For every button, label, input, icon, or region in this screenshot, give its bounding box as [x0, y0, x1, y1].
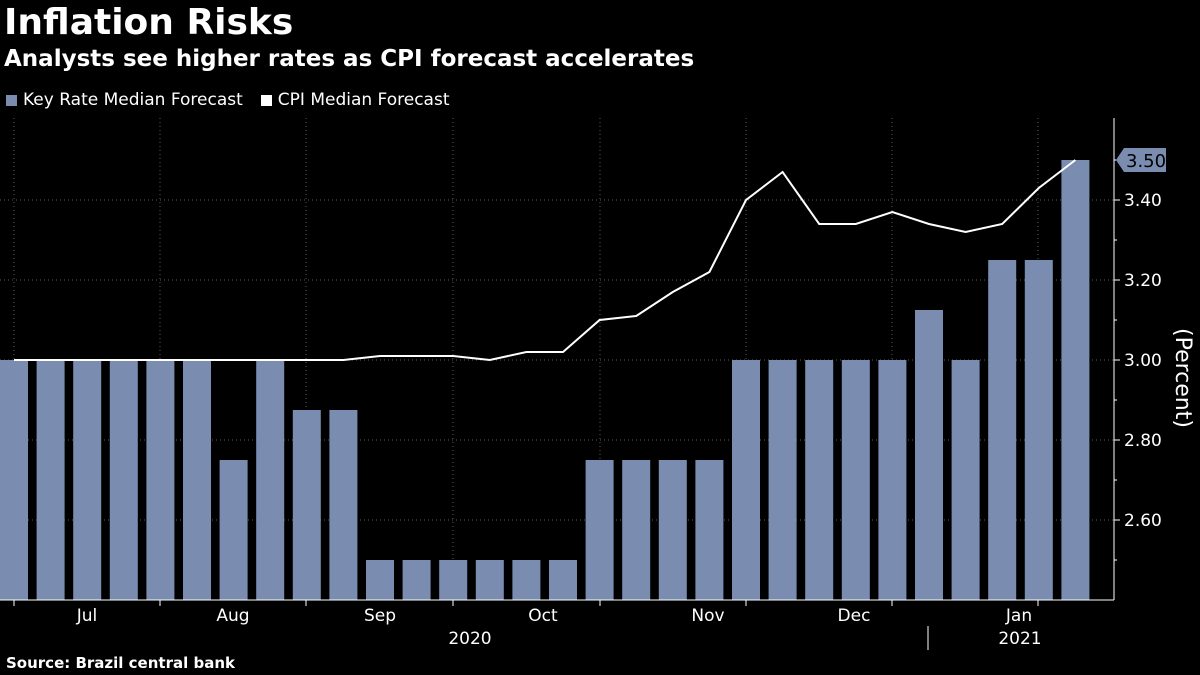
- y-tick-label: 3.00: [1124, 351, 1162, 371]
- legend: Key Rate Median Forecast CPI Median Fore…: [6, 90, 450, 110]
- x-tick-label: Oct: [528, 606, 558, 626]
- bar: [329, 410, 358, 600]
- x-tick-label: Nov: [691, 606, 724, 626]
- legend-item-cpi: CPI Median Forecast: [260, 90, 450, 110]
- bar: [183, 360, 211, 600]
- y-tick-label: 3.20: [1124, 271, 1162, 291]
- chart-title: Inflation Risks: [4, 2, 294, 43]
- bar: [402, 560, 431, 600]
- bar: [475, 560, 504, 600]
- bar: [0, 360, 28, 600]
- bar: [585, 460, 614, 600]
- y-tick-label: 2.80: [1124, 431, 1162, 451]
- bar: [622, 460, 651, 600]
- bar: [549, 560, 577, 600]
- year-label-2021: 2021: [998, 629, 1041, 649]
- chart-subtitle: Analysts see higher rates as CPI forecas…: [4, 46, 695, 72]
- bar: [878, 360, 907, 600]
- x-tick-label: Sep: [364, 606, 396, 626]
- bar: [219, 460, 248, 600]
- bar: [109, 360, 138, 600]
- bar: [73, 360, 102, 600]
- bar: [915, 310, 943, 600]
- bar: [732, 360, 760, 600]
- bar: [805, 360, 834, 600]
- x-tick-label: Dec: [838, 606, 871, 626]
- legend-item-key-rate: Key Rate Median Forecast: [6, 90, 243, 110]
- cpi-line: [14, 159, 1077, 362]
- bar: [512, 560, 541, 600]
- bar: [256, 360, 285, 600]
- bar: [366, 560, 394, 600]
- legend-label-key-rate: Key Rate Median Forecast: [23, 90, 243, 110]
- bar: [1061, 160, 1090, 600]
- legend-swatch-cpi: [260, 94, 272, 106]
- legend-swatch-key-rate: [6, 94, 17, 106]
- bar: [36, 360, 65, 600]
- bar: [146, 360, 175, 600]
- year-label-2020: 2020: [448, 629, 491, 649]
- bar: [292, 410, 321, 600]
- x-tick-label: Aug: [216, 606, 249, 626]
- bar: [841, 360, 870, 600]
- bar: [768, 360, 797, 600]
- bar: [695, 460, 724, 600]
- bar: [1024, 260, 1053, 600]
- source-note: Source: Brazil central bank: [6, 654, 235, 672]
- y-tick-label: 3.40: [1124, 191, 1162, 211]
- x-tick-label: Jan: [1005, 606, 1032, 626]
- bar: [658, 460, 687, 600]
- bar: [988, 260, 1017, 600]
- bar: [951, 360, 980, 600]
- last-value-badge: [1116, 148, 1166, 172]
- last-value-label: 3.50: [1126, 151, 1166, 172]
- legend-label-cpi: CPI Median Forecast: [277, 90, 450, 110]
- y-axis-title: (Percent): [1170, 328, 1195, 428]
- bar: [439, 560, 468, 600]
- x-tick-label: Jul: [76, 606, 98, 626]
- y-tick-label: 2.60: [1124, 511, 1162, 531]
